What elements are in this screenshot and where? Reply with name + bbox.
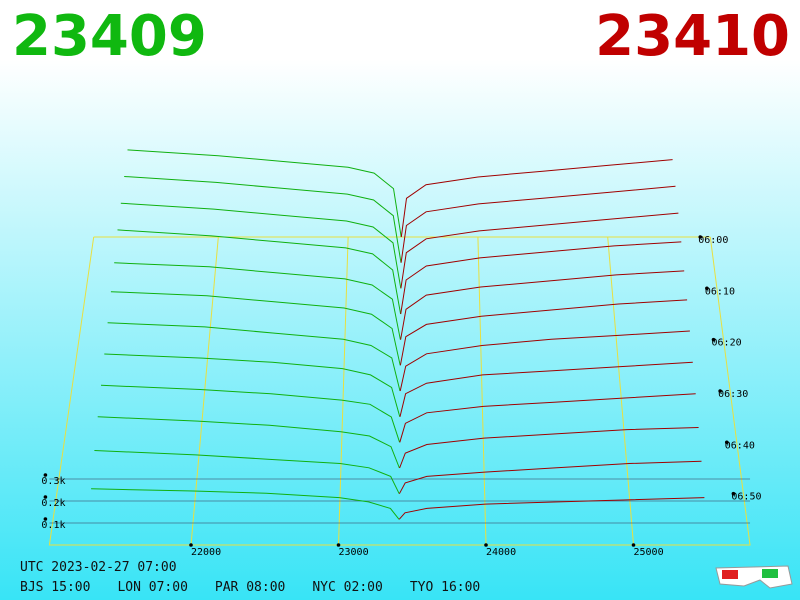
price-grid-line xyxy=(190,236,219,546)
depth-tick xyxy=(43,495,48,499)
time-tick xyxy=(718,389,722,393)
price-tick-label: 23000 xyxy=(339,547,369,558)
price-grid-line xyxy=(338,236,349,546)
bid-depth-line xyxy=(91,488,400,520)
depth-tick-label: 0.2k xyxy=(41,498,65,509)
price-tick xyxy=(336,543,341,547)
bid-depth-line xyxy=(94,450,400,494)
bid-depth-line xyxy=(124,176,402,263)
price-tick xyxy=(631,543,636,547)
zone-time: BJS 15:00 xyxy=(20,580,91,595)
zone-times: BJS 15:00 LON 07:00 PAR 08:00 NYC 02:00 TYO … xyxy=(20,580,480,595)
time-tick-label: 06:20 xyxy=(712,338,742,349)
ask-depth-line xyxy=(400,241,682,315)
time-tick xyxy=(724,440,729,445)
time-tick-label: 06:10 xyxy=(705,286,735,297)
depth-tick-label: 0.1k xyxy=(41,520,65,531)
bid-depth-line xyxy=(97,416,400,469)
bid-price: 23409 xyxy=(12,4,207,69)
depth-tick-label: 0.3k xyxy=(41,476,65,487)
bid-depth-line xyxy=(107,322,401,392)
ask-depth-line xyxy=(400,185,676,263)
ask-depth-line xyxy=(399,427,699,469)
ask-depth-line xyxy=(398,460,702,494)
zone-time: PAR 08:00 xyxy=(214,580,286,595)
time-tick-label: 06:30 xyxy=(718,389,748,400)
ask-depth-line xyxy=(400,212,679,289)
price-tick-label: 24000 xyxy=(486,547,516,558)
price-tick-label: 25000 xyxy=(634,547,664,558)
price-grid-line xyxy=(607,236,635,546)
ask-depth-line xyxy=(399,330,690,392)
time-tick xyxy=(711,337,716,342)
time-tick xyxy=(705,286,709,291)
ask-depth-line xyxy=(399,393,696,443)
ask-depth-line xyxy=(398,497,705,520)
time-tick-label: 06:00 xyxy=(698,235,728,246)
ask-depth-line xyxy=(399,361,693,417)
bid-depth-line xyxy=(104,353,401,417)
ask-price: 23410 xyxy=(595,4,790,69)
zone-time: TYO 16:00 xyxy=(409,580,481,595)
bid-depth-line xyxy=(120,202,402,289)
bid-depth-line xyxy=(117,229,402,315)
price-tick xyxy=(189,543,193,547)
ask-depth-line xyxy=(400,159,673,238)
price-tick-label: 22000 xyxy=(191,547,221,558)
bid-depth-line xyxy=(100,384,401,443)
zone-time: NYC 02:00 xyxy=(312,580,383,595)
frame-floor xyxy=(48,236,751,546)
time-tick-label: 06:50 xyxy=(731,492,761,503)
price-grid-line xyxy=(477,236,487,546)
bid-depth-line xyxy=(127,149,402,238)
ask-depth-line xyxy=(399,299,688,366)
bid-depth-line xyxy=(114,262,401,340)
price-tick xyxy=(484,543,488,547)
zone-time: LON 07:00 xyxy=(117,580,188,595)
time-tick xyxy=(731,491,736,496)
ask-depth-line xyxy=(400,270,685,340)
time-tick-label: 06:40 xyxy=(725,440,755,451)
depth-tick xyxy=(43,473,48,477)
depth-tick xyxy=(43,517,48,521)
bid-depth-line xyxy=(110,291,401,366)
utc-time: UTC 2023-02-27 07:00 xyxy=(20,560,177,575)
time-tick xyxy=(698,235,703,239)
